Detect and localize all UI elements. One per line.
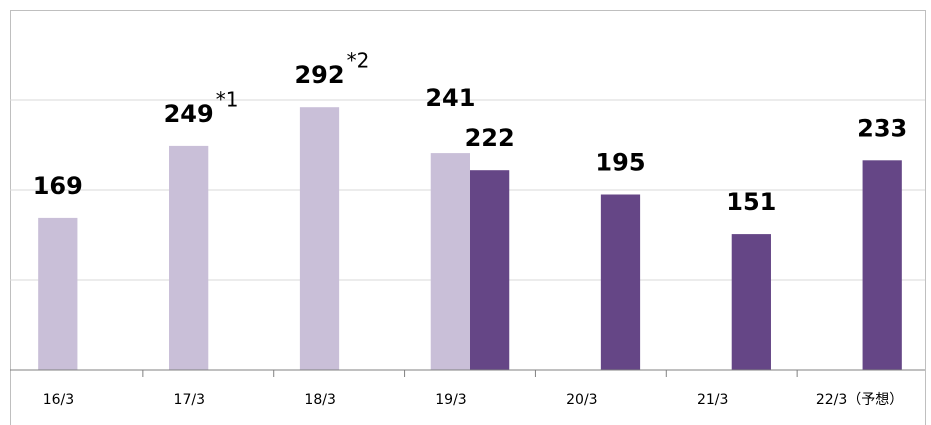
data-label: 169 <box>33 172 83 200</box>
annotation: *2 <box>347 49 370 73</box>
bar <box>169 145 209 370</box>
data-label: 195 <box>595 149 645 177</box>
bar <box>38 217 78 370</box>
data-label: 249 <box>164 100 214 128</box>
x-tick-label: 16/3 <box>43 392 74 408</box>
x-tick-label: 17/3 <box>174 392 205 408</box>
data-label: 151 <box>726 188 776 216</box>
annotation: *1 <box>216 87 239 111</box>
x-tick-label: 18/3 <box>304 392 335 408</box>
x-tick-label: 22/3（予想） <box>816 392 903 408</box>
chart-frame <box>10 10 926 425</box>
data-label: 292 <box>294 61 344 89</box>
data-label: 222 <box>465 124 515 152</box>
bar <box>470 170 510 370</box>
x-tick-label: 19/3 <box>435 392 466 408</box>
x-tick-label: 21/3 <box>697 392 728 408</box>
data-label: 241 <box>425 84 475 112</box>
bar <box>430 153 470 370</box>
data-label: 233 <box>857 114 907 142</box>
bar <box>299 107 340 370</box>
bar <box>731 234 771 370</box>
x-tick-label: 20/3 <box>566 392 597 408</box>
bar <box>862 160 902 370</box>
bar <box>600 194 641 370</box>
